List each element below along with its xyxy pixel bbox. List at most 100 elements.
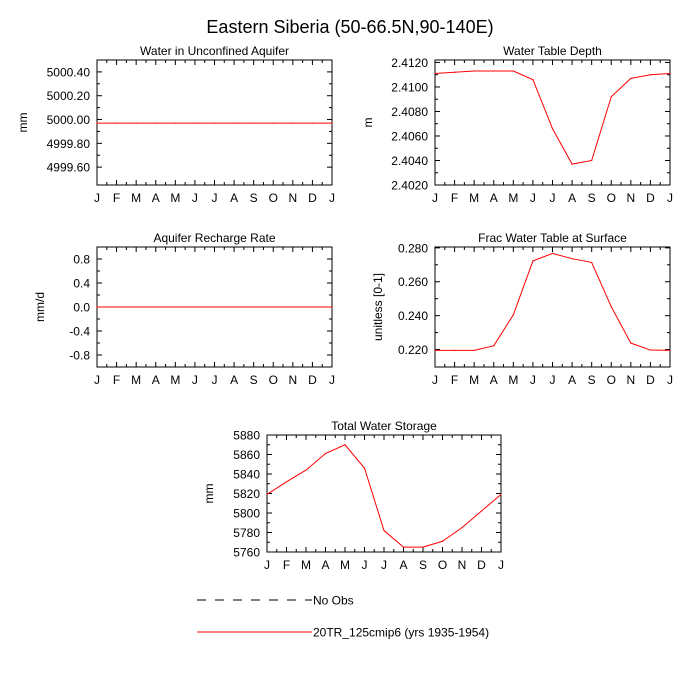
x-tick-label: J: [94, 373, 100, 387]
series-line-total-water-storage: [266, 444, 502, 548]
y-tick-label: 5840: [233, 468, 260, 482]
x-tick-label: M: [508, 191, 518, 205]
x-tick-label: F: [283, 558, 290, 572]
x-tick-label: M: [131, 373, 141, 387]
legend-entry-no-obs: No Obs: [197, 594, 354, 608]
y-axis-label-aquifer-recharge-rate: mm/d: [33, 292, 47, 322]
data-point: [213, 306, 216, 308]
x-tick-label: J: [530, 191, 536, 205]
y-tick-label: 0.240: [398, 309, 428, 323]
data-point: [253, 122, 255, 124]
y-tick-label: 5780: [233, 526, 260, 540]
data-point: [422, 546, 424, 548]
data-point: [272, 306, 274, 308]
data-point: [402, 546, 405, 548]
y-tick-label: 2.4040: [391, 154, 428, 168]
data-point: [610, 306, 612, 308]
x-tick-label: S: [588, 373, 596, 387]
data-point: [324, 452, 327, 455]
data-point: [500, 493, 502, 496]
data-point: [311, 122, 314, 124]
x-tick-label: J: [381, 558, 387, 572]
x-tick-label: A: [152, 373, 160, 387]
data-point: [135, 306, 137, 308]
x-tick-label: A: [152, 191, 160, 205]
y-tick-label: 4999.80: [47, 137, 91, 151]
x-tick-label: F: [113, 373, 120, 387]
data-point: [253, 306, 255, 308]
x-tick-label: N: [288, 191, 297, 205]
x-tick-label: A: [321, 558, 329, 572]
x-tick-label: O: [269, 373, 278, 387]
x-tick-label: J: [530, 373, 536, 387]
y-tick-label: 2.4100: [391, 80, 428, 94]
x-tick-label: J: [264, 558, 270, 572]
panel-title-water-in-unconfined-aquifer: Water in Unconfined Aquifer: [140, 44, 289, 58]
data-point: [532, 260, 534, 262]
data-point: [96, 306, 98, 308]
y-tick-label: 2.4020: [391, 179, 428, 193]
x-tick-label: M: [131, 191, 141, 205]
data-point: [512, 314, 514, 316]
y-tick-label: 5880: [233, 429, 260, 443]
legend: No Obs 20TR_125cmip6 (yrs 1935-1954): [197, 594, 489, 640]
data-point: [233, 122, 235, 124]
data-point: [194, 122, 196, 124]
data-point: [266, 493, 268, 496]
y-tick-label: 0.220: [398, 343, 428, 357]
data-point: [272, 122, 274, 124]
x-tick-label: N: [626, 191, 635, 205]
data-point: [591, 261, 593, 264]
x-tick-label: F: [113, 191, 120, 205]
x-tick-label: N: [458, 558, 467, 572]
data-point: [115, 306, 118, 308]
x-tick-label: O: [607, 191, 616, 205]
data-point: [155, 122, 157, 124]
data-point: [194, 306, 196, 308]
x-tick-label: J: [192, 373, 198, 387]
data-point: [135, 122, 137, 124]
x-tick-label: M: [340, 558, 350, 572]
x-tick-label: O: [607, 373, 616, 387]
x-tick-label: A: [399, 558, 407, 572]
data-point: [473, 349, 475, 351]
data-point: [441, 540, 444, 542]
x-tick-label: J: [362, 558, 368, 572]
data-point: [551, 252, 554, 255]
data-point: [493, 345, 495, 347]
x-tick-label: J: [550, 373, 556, 387]
data-point: [669, 349, 671, 351]
data-point: [383, 529, 385, 532]
data-point: [649, 349, 652, 351]
series-line-frac-water-table-at-surface: [435, 252, 671, 351]
series-line-water-table-depth: [434, 70, 671, 165]
x-tick-label: J: [192, 191, 198, 205]
y-tick-label: 5800: [233, 507, 260, 521]
x-tick-label: J: [329, 191, 335, 205]
x-tick-label: J: [550, 191, 556, 205]
data-point: [213, 122, 216, 124]
data-point: [434, 349, 436, 351]
y-tick-label: 0.280: [398, 241, 428, 255]
x-tick-label: M: [170, 373, 180, 387]
data-point: [453, 71, 456, 73]
x-tick-label: A: [230, 191, 238, 205]
data-point: [649, 74, 652, 76]
y-tick-label: 2.4080: [391, 105, 428, 119]
legend-label-no-obs: No Obs: [313, 594, 354, 608]
x-tick-label: N: [288, 373, 297, 387]
y-axis-label-water-in-unconfined-aquifer: mm: [16, 113, 30, 133]
y-tick-label: 5860: [233, 448, 260, 462]
data-point: [461, 527, 463, 529]
data-point: [311, 306, 314, 308]
data-point: [155, 306, 157, 308]
panel-title-aquifer-recharge-rate: Aquifer Recharge Rate: [153, 231, 275, 245]
x-tick-label: S: [250, 373, 258, 387]
data-point: [292, 122, 294, 124]
x-tick-label: J: [212, 191, 218, 205]
data-point: [571, 258, 573, 260]
